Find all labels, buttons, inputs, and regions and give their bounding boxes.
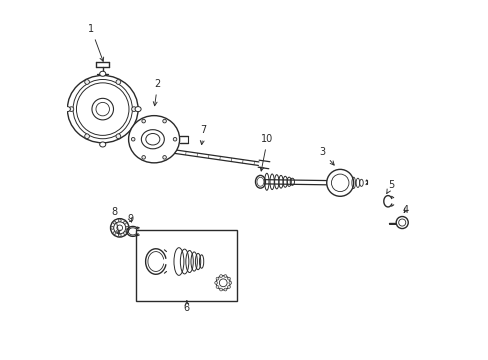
- Circle shape: [123, 232, 126, 234]
- Circle shape: [326, 169, 353, 196]
- Circle shape: [142, 156, 145, 159]
- Text: 8: 8: [111, 207, 120, 234]
- Circle shape: [227, 277, 230, 280]
- Circle shape: [113, 232, 116, 234]
- Ellipse shape: [128, 116, 179, 163]
- Ellipse shape: [64, 107, 70, 112]
- Circle shape: [125, 226, 128, 229]
- Circle shape: [228, 282, 231, 284]
- Text: 1: 1: [88, 24, 103, 61]
- Circle shape: [131, 138, 135, 141]
- Text: 9: 9: [127, 214, 133, 224]
- Circle shape: [131, 107, 136, 112]
- Text: 7: 7: [200, 125, 206, 145]
- Circle shape: [216, 276, 230, 290]
- Circle shape: [142, 119, 145, 123]
- Circle shape: [116, 134, 121, 139]
- Circle shape: [92, 98, 113, 120]
- Circle shape: [118, 234, 121, 237]
- Circle shape: [219, 288, 222, 291]
- Circle shape: [224, 288, 226, 291]
- Circle shape: [224, 275, 226, 278]
- Text: 3: 3: [319, 147, 333, 165]
- Circle shape: [123, 221, 126, 224]
- Circle shape: [216, 285, 219, 288]
- Text: 5: 5: [386, 180, 394, 193]
- Circle shape: [118, 219, 121, 222]
- Ellipse shape: [100, 71, 105, 76]
- Circle shape: [110, 219, 129, 237]
- Circle shape: [214, 282, 217, 284]
- Ellipse shape: [100, 142, 105, 147]
- Circle shape: [84, 80, 89, 84]
- Circle shape: [173, 138, 177, 141]
- Circle shape: [113, 221, 116, 224]
- Ellipse shape: [135, 107, 141, 112]
- Text: 4: 4: [402, 205, 408, 215]
- Text: 6: 6: [183, 301, 189, 313]
- Circle shape: [395, 216, 407, 229]
- Circle shape: [163, 156, 166, 159]
- Circle shape: [84, 134, 89, 139]
- Text: 2: 2: [153, 79, 161, 106]
- Circle shape: [227, 285, 230, 288]
- Text: 10: 10: [260, 134, 273, 171]
- Circle shape: [219, 275, 222, 278]
- Circle shape: [116, 80, 121, 84]
- Circle shape: [163, 119, 166, 123]
- Circle shape: [69, 107, 74, 112]
- Ellipse shape: [67, 76, 138, 143]
- Bar: [136, 230, 237, 301]
- Circle shape: [111, 226, 114, 229]
- Circle shape: [216, 277, 219, 280]
